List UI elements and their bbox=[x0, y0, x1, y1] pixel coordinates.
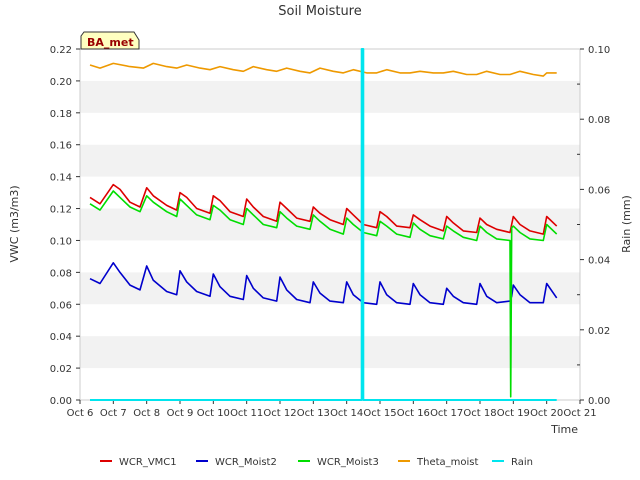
y-tick-label: 0.16 bbox=[50, 141, 72, 152]
chart-title: Soil Moisture bbox=[278, 4, 362, 19]
x-tick-label: Oct 13 bbox=[297, 408, 330, 419]
x-tick-label: Oct 17 bbox=[430, 408, 463, 419]
x-tick-label: Oct 21 bbox=[563, 408, 596, 419]
grid-band bbox=[80, 336, 580, 369]
badge-label: BA_met bbox=[87, 36, 134, 49]
series-layer bbox=[89, 48, 558, 401]
y-tick-label: 0.22 bbox=[50, 45, 72, 56]
y2-tick-label: 0.02 bbox=[588, 326, 610, 337]
y2-tick-label: 0.06 bbox=[588, 185, 610, 196]
x-tick-label: Oct 10 bbox=[197, 408, 230, 419]
x-tick-label: Oct 12 bbox=[263, 408, 296, 419]
grid-bands bbox=[80, 80, 580, 369]
y-tick-label: 0.20 bbox=[50, 77, 72, 88]
grid-band bbox=[80, 144, 580, 177]
x-tick-label: Oct 7 bbox=[100, 408, 127, 419]
x-tick-label: Oct 14 bbox=[330, 408, 363, 419]
x-tick-label: Oct 19 bbox=[497, 408, 530, 419]
legend-label-theta-moist: Theta_moist bbox=[416, 457, 478, 468]
grid-band bbox=[80, 208, 580, 241]
series-line-wcr-moist3 bbox=[89, 190, 558, 398]
y2-tick-label: 0.08 bbox=[588, 115, 610, 126]
y-tick-label: 0.08 bbox=[50, 268, 72, 279]
x-tick-label: Oct 16 bbox=[397, 408, 430, 419]
grid-band bbox=[80, 272, 580, 305]
legend-label-wcr-vmc1: WCR_VMC1 bbox=[119, 457, 177, 468]
y-tick-label: 0.00 bbox=[50, 396, 72, 407]
station-badge: BA_met bbox=[80, 31, 140, 50]
badge-box bbox=[80, 31, 140, 50]
series-line-wcr-vmc1 bbox=[89, 183, 558, 235]
y-tick-label: 0.10 bbox=[50, 236, 72, 247]
grid-band bbox=[80, 80, 580, 113]
y-tick-label: 0.14 bbox=[50, 173, 72, 184]
x-axis-ticks: Oct 6 Oct 7 Oct 8 Oct 9 Oct 10 Oct 11 Oct 12 Oc… bbox=[67, 400, 597, 419]
y-tick-label: 0.04 bbox=[50, 332, 72, 343]
y-tick-label: 0.06 bbox=[50, 300, 72, 311]
x-tick-label: Oct 15 bbox=[363, 408, 396, 419]
y2-tick-label: 0.00 bbox=[588, 396, 610, 407]
x-tick-label: Oct 6 bbox=[67, 408, 94, 419]
y2-axis-label: Rain (mm) bbox=[620, 195, 633, 253]
x-tick-label: Oct 18 bbox=[463, 408, 496, 419]
series-line-rain bbox=[90, 48, 557, 401]
x-tick-label: Oct 9 bbox=[167, 408, 194, 419]
y2-tick-label: 0.04 bbox=[588, 256, 610, 267]
y-tick-label: 0.12 bbox=[50, 205, 72, 216]
x-tick-label: Oct 20 bbox=[530, 408, 563, 419]
series-line-wcr-moist2 bbox=[89, 261, 558, 306]
y-tick-label: 0.02 bbox=[50, 364, 72, 375]
x-tick-label: Oct 8 bbox=[133, 408, 160, 419]
left-axis-ticks: 0.00 0.02 0.04 0.06 0.08 0.10 0.12 0.14 0.16 0.18… bbox=[50, 45, 80, 407]
series-line-theta-moist bbox=[89, 62, 557, 77]
legend-label-wcr-moist3: WCR_Moist3 bbox=[317, 457, 379, 468]
legend-label-rain: Rain bbox=[511, 457, 533, 468]
y2-tick-label: 0.10 bbox=[588, 45, 610, 56]
x-tick-label: Oct 11 bbox=[230, 408, 263, 419]
y-axis-label: VWC (m3/m3) bbox=[8, 185, 21, 262]
legend: WCR_VMC1 WCR_Moist2 WCR_Moist3 Theta_moist R… bbox=[100, 457, 533, 468]
y-tick-label: 0.18 bbox=[50, 109, 72, 120]
x-axis-label: Time bbox=[550, 423, 578, 436]
right-axis-ticks: 0.00 0.02 0.04 0.06 0.08 0.10 bbox=[577, 45, 610, 407]
legend-label-wcr-moist2: WCR_Moist2 bbox=[215, 457, 277, 468]
